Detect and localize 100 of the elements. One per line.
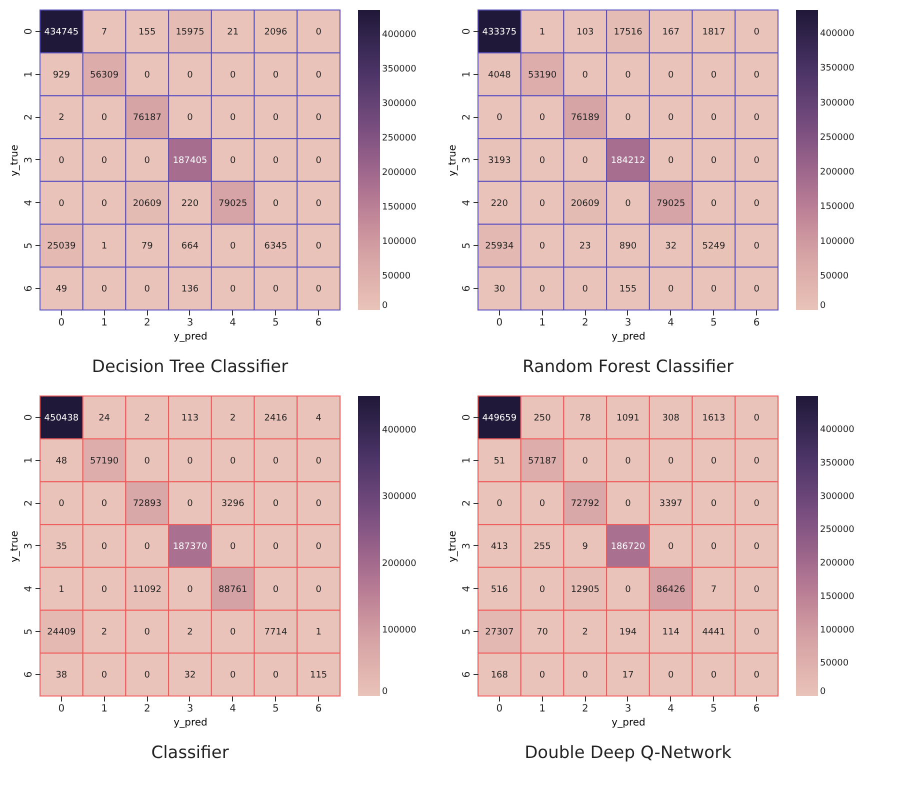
- data-label: 0: [101, 113, 108, 124]
- data-label: 664: [181, 242, 199, 252]
- data-label: 70: [536, 628, 548, 638]
- data-label: 78: [579, 413, 592, 424]
- data-label: 0: [754, 27, 760, 38]
- data-label: 434745: [44, 27, 79, 38]
- data-label: 0: [625, 456, 632, 466]
- data-label: 76189: [570, 113, 600, 124]
- data-label: 890: [619, 242, 637, 252]
- data-label: 0: [272, 584, 279, 595]
- data-label: 0: [101, 542, 108, 552]
- x-tick-label: 2: [582, 704, 588, 714]
- x-tick-label: 4: [230, 704, 236, 714]
- data-label: 114: [662, 628, 680, 638]
- data-label: 0: [230, 284, 236, 295]
- data-label: 0: [144, 456, 150, 466]
- data-label: 0: [144, 670, 150, 681]
- data-label: 7714: [264, 628, 288, 638]
- data-label: 0: [668, 456, 674, 466]
- data-label: 2: [58, 113, 64, 124]
- data-label: 0: [539, 198, 546, 209]
- data-label: 0: [144, 70, 150, 80]
- data-label: 20609: [570, 198, 600, 209]
- x-tick-label: 6: [315, 704, 322, 714]
- data-label: 155: [619, 284, 637, 295]
- text: Classifier: [151, 743, 229, 763]
- data-label: 1: [539, 27, 546, 38]
- color-bar-label: 300000: [820, 492, 855, 502]
- data-label: 167: [662, 27, 680, 38]
- data-label: 2: [230, 413, 236, 424]
- data-label: 0: [754, 156, 760, 166]
- data-label: 49: [56, 284, 68, 295]
- color-bar-label: 100000: [820, 625, 855, 636]
- x-tick-label: 4: [668, 704, 674, 714]
- color-bar-label: 200000: [820, 168, 855, 178]
- data-label: 0: [101, 499, 108, 510]
- data-label: 0: [668, 542, 674, 552]
- data-label: 0: [710, 156, 717, 166]
- data-label: 0: [710, 198, 717, 209]
- data-label: 0: [230, 542, 236, 552]
- data-label: 0: [754, 670, 760, 681]
- data-label: 516: [490, 584, 508, 595]
- x-axis-title: y_pred: [612, 718, 646, 728]
- data-label: 0: [272, 284, 279, 295]
- x-tick-label: 3: [624, 318, 632, 328]
- data-label: 0: [187, 113, 194, 124]
- data-label: 0: [539, 499, 546, 510]
- data-label: 1091: [616, 413, 640, 424]
- y-tick-label: 5: [24, 242, 34, 249]
- x-tick-label: 0: [58, 318, 65, 328]
- x-tick-label: 4: [230, 318, 236, 328]
- data-label: 0: [316, 499, 322, 510]
- data-label: 11092: [132, 584, 162, 595]
- x-tick-label: 5: [272, 318, 279, 328]
- data-label: 0: [272, 156, 279, 166]
- data-label: 0: [272, 456, 279, 466]
- x-tick-label: 0: [496, 318, 503, 328]
- x-axis-title: y_pred: [174, 332, 208, 342]
- data-label: 38: [56, 670, 68, 681]
- color-bar-label: 0: [382, 687, 388, 697]
- data-label: 7: [710, 584, 717, 595]
- data-label: 88761: [218, 584, 248, 595]
- y-tick-label: 5: [462, 242, 472, 249]
- data-label: 12905: [570, 584, 600, 595]
- color-bar-label: 350000: [382, 64, 417, 74]
- data-label: 0: [754, 413, 760, 424]
- data-label: 0: [144, 542, 150, 552]
- data-label: 0: [754, 628, 760, 638]
- color-bar-label: 100000: [382, 236, 417, 247]
- data-label: 7: [101, 27, 108, 38]
- data-label: 48: [56, 456, 68, 466]
- data-label: 0: [668, 284, 674, 295]
- data-label: 220: [490, 198, 508, 209]
- text: Random Forest Classifier: [522, 357, 734, 377]
- y-tick-label: 2: [462, 114, 472, 120]
- data-label: 30: [494, 284, 506, 295]
- y-axis-title: y_true: [10, 530, 20, 562]
- color-bar-label: 250000: [820, 132, 855, 143]
- data-label: 17516: [614, 27, 643, 38]
- x-tick-label: 2: [582, 318, 588, 328]
- data-label: 0: [187, 70, 194, 80]
- data-label: 0: [539, 670, 546, 681]
- data-label: 0: [754, 198, 760, 209]
- data-label: 0: [230, 242, 236, 252]
- color-bar-label: 400000: [382, 426, 417, 436]
- data-label: 0: [316, 284, 322, 295]
- y-tick-label: 6: [24, 285, 34, 292]
- data-label: 20609: [132, 198, 162, 209]
- data-label: 0: [144, 628, 150, 638]
- data-label: 0: [58, 198, 65, 209]
- y-tick-label: 3: [24, 542, 34, 550]
- data-label: 0: [539, 584, 546, 595]
- data-label: 0: [754, 456, 760, 466]
- data-label: 51: [494, 456, 506, 466]
- data-label: 35: [56, 542, 68, 552]
- color-bar-label: 0: [820, 687, 826, 697]
- color-bar-label: 300000: [382, 492, 417, 502]
- data-label: 0: [316, 198, 322, 209]
- data-label: 0: [101, 198, 108, 209]
- data-label: 72792: [570, 499, 600, 510]
